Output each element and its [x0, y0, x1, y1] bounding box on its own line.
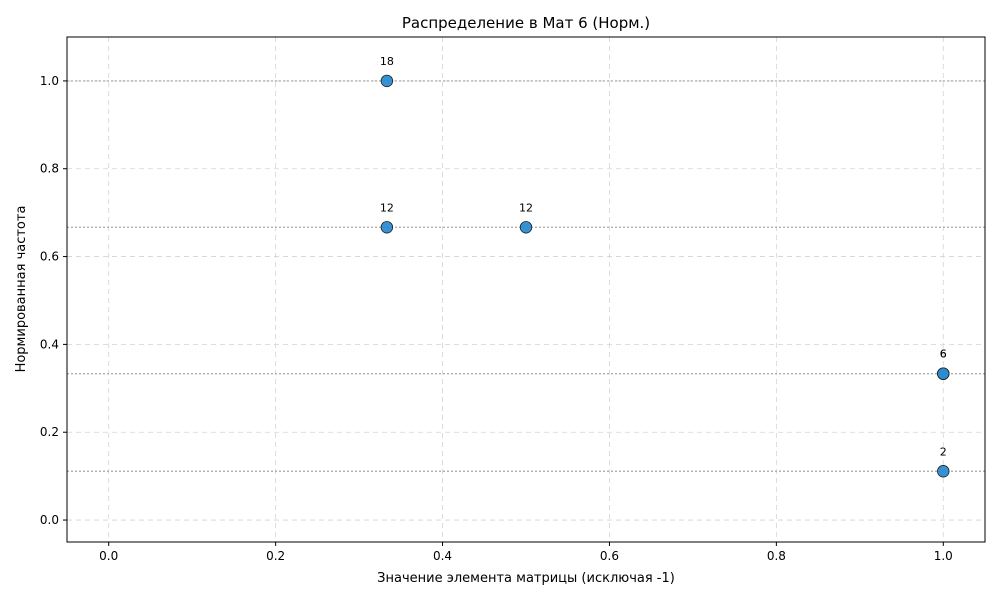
- data-label: 18: [380, 55, 394, 68]
- data-point: [380, 74, 394, 88]
- x-tick-label: 0.4: [433, 549, 452, 563]
- x-tick-label: 1.0: [934, 549, 953, 563]
- y-tick-label: 0.2: [40, 425, 59, 439]
- y-tick-label: 0.8: [40, 162, 59, 176]
- data-label: 2: [940, 445, 947, 458]
- plot-frame: [66, 36, 986, 543]
- y-tick-label: 0.6: [40, 250, 59, 264]
- x-tick-label: 0.0: [99, 549, 118, 563]
- data-label: 6: [940, 348, 947, 361]
- grid-lines: [67, 37, 985, 542]
- x-tick-label: 0.2: [266, 549, 285, 563]
- data-point: [519, 221, 533, 234]
- x-tick-label: 0.8: [767, 549, 786, 563]
- data-point: [937, 465, 950, 478]
- y-tick-label: 0.0: [40, 513, 59, 527]
- y-tick-label: 0.4: [40, 337, 59, 351]
- x-tick-label: 0.6: [600, 549, 619, 563]
- data-label: 12: [519, 201, 533, 214]
- data-label: 12: [380, 201, 394, 214]
- data-label: 6: [940, 348, 947, 361]
- x-axis-label: Значение элемента матрицы (исключая -1): [377, 571, 675, 586]
- data-point: [937, 367, 950, 380]
- y-axis-label: Нормированная частота: [14, 206, 29, 373]
- y-tick-label: 1.0: [40, 74, 59, 88]
- chart-title: Распределение в Мат 6 (Норм.): [402, 14, 650, 32]
- data-point: [380, 221, 394, 234]
